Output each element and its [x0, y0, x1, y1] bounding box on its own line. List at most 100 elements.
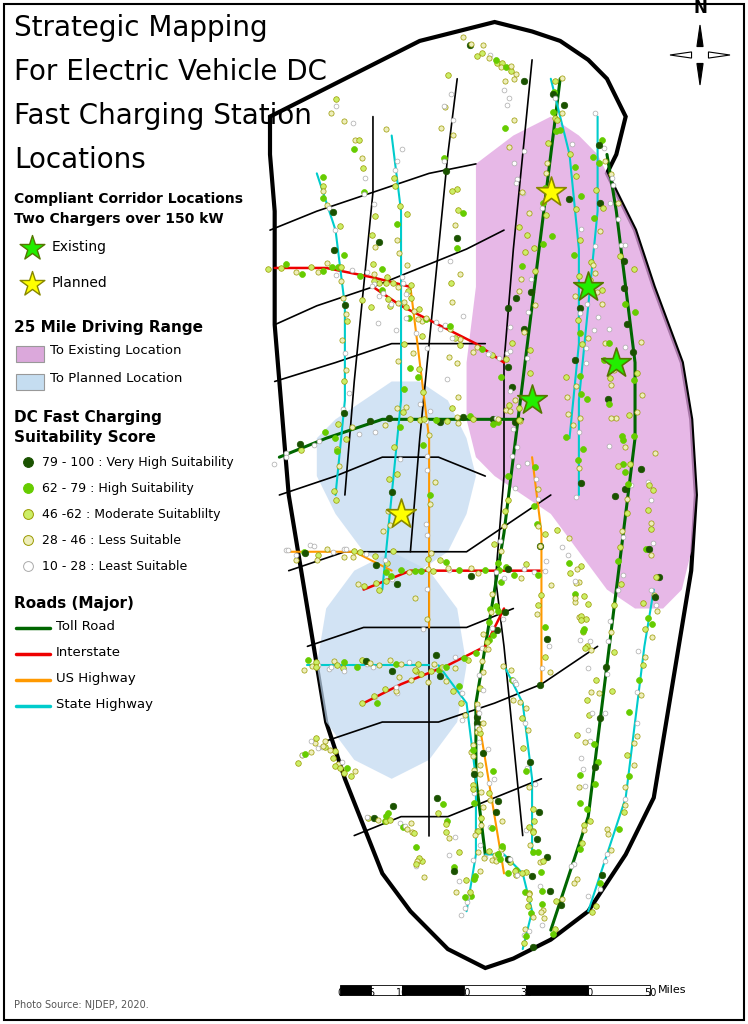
Point — [421, 340, 433, 356]
Point — [401, 257, 413, 273]
Point — [473, 706, 485, 722]
Point — [399, 310, 411, 327]
Point — [556, 891, 568, 907]
Point — [465, 37, 476, 53]
Point — [523, 890, 535, 906]
Point — [580, 278, 592, 294]
Point — [495, 574, 507, 591]
Point — [519, 884, 531, 900]
Text: Suitability Score: Suitability Score — [14, 430, 156, 445]
Point — [649, 589, 660, 605]
Point — [603, 395, 615, 412]
Text: Miles: Miles — [658, 985, 687, 995]
Point — [647, 482, 659, 499]
Point — [312, 264, 324, 281]
Point — [573, 778, 585, 795]
Point — [370, 556, 381, 572]
Point — [531, 515, 543, 531]
Point — [563, 530, 575, 547]
Point — [452, 203, 464, 219]
Bar — [371, 985, 402, 995]
Point — [369, 208, 381, 224]
Point — [525, 284, 537, 300]
Point — [513, 412, 525, 428]
Point — [391, 685, 403, 701]
Point — [382, 291, 394, 307]
Text: 5: 5 — [368, 988, 374, 998]
Point — [361, 263, 373, 280]
Point — [605, 411, 617, 427]
Point — [524, 754, 536, 770]
Bar — [464, 985, 526, 995]
Point — [305, 744, 317, 761]
Point — [432, 662, 444, 678]
Point — [633, 672, 645, 688]
Text: 50: 50 — [644, 988, 656, 998]
Point — [569, 159, 581, 175]
Point — [416, 328, 428, 344]
Point — [348, 543, 360, 559]
Point — [622, 476, 634, 493]
Point — [521, 455, 533, 471]
Point — [437, 796, 449, 812]
Point — [403, 309, 415, 326]
Point — [595, 296, 607, 312]
Point — [295, 442, 307, 459]
Point — [337, 754, 349, 770]
Point — [509, 480, 521, 497]
Point — [408, 302, 420, 318]
Point — [584, 732, 596, 749]
Point — [368, 687, 380, 703]
Point — [562, 547, 574, 563]
Point — [373, 812, 384, 828]
Point — [548, 103, 560, 120]
Point — [496, 813, 508, 829]
Point — [476, 682, 488, 698]
Point — [331, 442, 343, 459]
Text: 0: 0 — [337, 988, 343, 998]
Point — [420, 413, 432, 429]
Point — [440, 659, 452, 676]
Point — [365, 299, 377, 315]
Point — [430, 647, 442, 664]
Point — [518, 739, 530, 756]
Point — [401, 206, 413, 222]
Point — [490, 853, 502, 869]
Point — [487, 412, 499, 428]
Point — [323, 660, 335, 677]
Point — [532, 597, 544, 613]
Point — [577, 761, 589, 777]
Point — [420, 447, 432, 464]
Point — [482, 740, 494, 757]
Point — [520, 555, 532, 571]
Point — [578, 622, 590, 638]
Point — [386, 570, 398, 587]
Point — [376, 260, 388, 276]
Point — [577, 276, 589, 293]
Point — [612, 582, 624, 598]
Point — [369, 276, 381, 293]
Point — [353, 425, 365, 441]
Point — [488, 536, 500, 552]
Point — [417, 312, 429, 329]
Point — [467, 852, 479, 868]
Point — [392, 295, 404, 311]
Point — [488, 847, 500, 863]
Point — [387, 439, 399, 456]
Point — [391, 216, 403, 232]
Point — [421, 462, 433, 478]
Point — [330, 90, 342, 106]
Text: Planned: Planned — [52, 276, 108, 290]
Point — [465, 888, 477, 904]
Point — [646, 535, 658, 551]
Point — [479, 849, 491, 865]
Point — [590, 672, 602, 688]
Point — [396, 141, 408, 158]
Point — [502, 561, 514, 578]
Point — [595, 876, 607, 892]
Point — [521, 898, 533, 914]
Point — [470, 822, 482, 839]
Point — [643, 477, 655, 494]
Point — [580, 354, 592, 371]
Point — [432, 790, 444, 806]
